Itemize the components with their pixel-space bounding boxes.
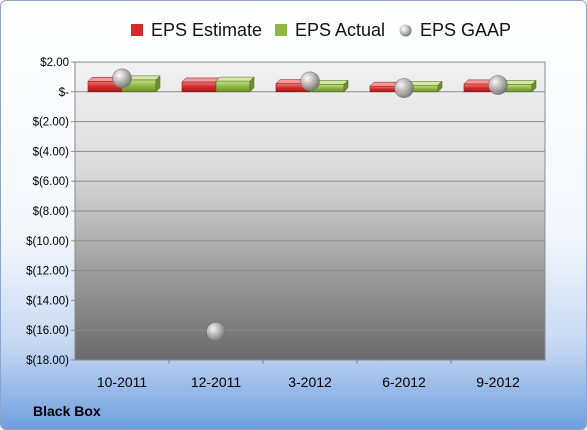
legend-label-eps-estimate: EPS Estimate: [151, 19, 263, 40]
legend-label-eps-gaap: EPS GAAP: [420, 19, 512, 40]
x-tick-label: 10-2011: [97, 374, 148, 390]
eps-actual-bar-side: [155, 75, 161, 93]
y-tick-label: $2.00: [40, 57, 69, 69]
eps-estimate-bar: [181, 81, 217, 93]
legend-swatch-eps-actual: [275, 24, 287, 36]
eps-actual-bar: [215, 80, 251, 93]
y-tick-label: $(2.00): [33, 117, 70, 129]
y-tick-label: $(12.00): [26, 266, 69, 278]
legend-item-eps-actual: EPS Actual: [275, 17, 385, 43]
x-tick-label: 9-2012: [476, 374, 520, 390]
eps-gaap-point: [300, 71, 320, 92]
legend-label-eps-actual: EPS Actual: [295, 19, 386, 40]
eps-actual-bar-side: [531, 79, 537, 93]
y-tick-label: $-: [59, 87, 69, 99]
x-tick-label: 3-2012: [288, 374, 332, 390]
eps-gaap-point: [488, 75, 508, 95]
legend: EPS Estimate EPS Actual EPS GAAP: [1, 17, 586, 43]
legend-item-eps-estimate: EPS Estimate: [131, 17, 262, 43]
eps-actual-bar-side: [343, 79, 349, 93]
eps-actual-bar-side: [249, 76, 255, 93]
eps-gaap-point: [206, 321, 226, 342]
eps-estimate-bar-top: [181, 77, 221, 83]
x-axis-ticks: 10-2011 12-2011 3-2012 6-2012 9-2012: [97, 374, 520, 390]
y-tick-label: $(8.00): [33, 206, 70, 218]
eps-gaap-point: [394, 78, 414, 98]
y-tick-label: $(4.00): [33, 146, 70, 158]
y-axis-ticks: $2.00 $- $(2.00) $(4.00) $(6.00) $(8.00) $(10.…: [26, 57, 69, 367]
legend-swatch-eps-gaap: [399, 24, 412, 36]
eps-actual-bar-side: [437, 80, 443, 93]
y-tick-label: $(6.00): [33, 176, 70, 188]
x-tick-label: 12-2011: [191, 374, 242, 390]
gaap-points: [112, 68, 508, 342]
eps-actual-bar-top: [215, 76, 255, 82]
x-tick-label: 6-2012: [382, 374, 426, 390]
legend-item-eps-gaap: EPS GAAP: [399, 17, 511, 43]
company-name: Black Box: [33, 403, 101, 419]
gridlines: [71, 61, 545, 364]
y-tick-label: $(14.00): [26, 295, 69, 307]
y-tick-label: $(18.00): [26, 355, 69, 367]
eps-gaap-point: [112, 68, 132, 89]
y-tick-label: $(16.00): [26, 325, 69, 337]
legend-swatch-eps-estimate: [131, 24, 143, 36]
y-tick-label: $(10.00): [26, 236, 69, 248]
